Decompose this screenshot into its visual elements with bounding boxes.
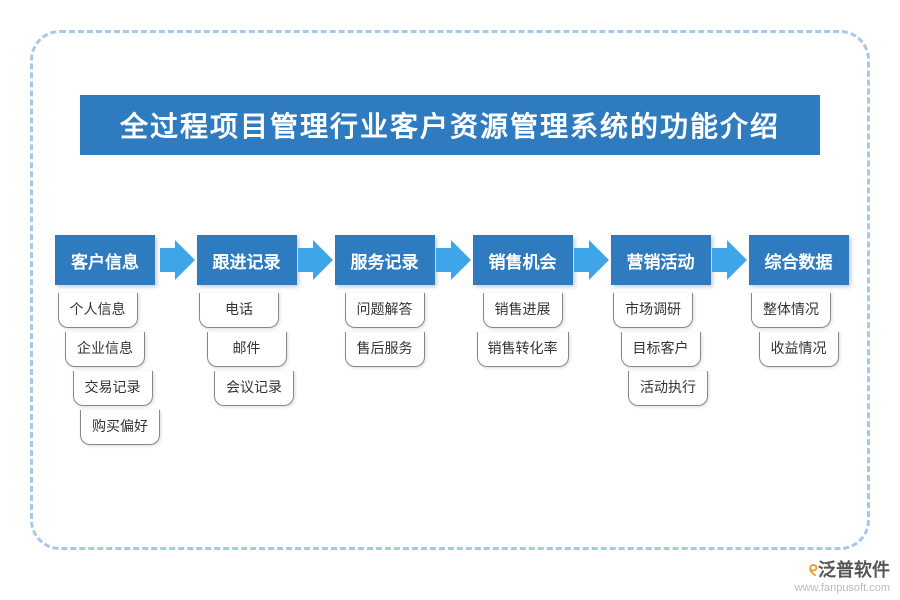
stage-header: 服务记录 <box>335 235 435 285</box>
stage-sub-item: 活动执行 <box>628 371 708 406</box>
stage-sub-item: 售后服务 <box>345 332 425 367</box>
stage: 客户信息个人信息企业信息交易记录购买偏好 <box>50 235 160 449</box>
watermark-brand: ୧泛普软件 <box>795 556 890 582</box>
stage-sub-item: 销售进展 <box>483 293 563 328</box>
stage-header: 综合数据 <box>749 235 849 285</box>
stage-sub-item: 交易记录 <box>73 371 153 406</box>
stage-sub-item: 个人信息 <box>58 293 138 328</box>
stage-header: 客户信息 <box>55 235 155 285</box>
watermark: ୧泛普软件 www.fanpusoft.com <box>795 556 890 594</box>
watermark-logo-glyph: ୧ <box>809 560 818 580</box>
flow-arrow-icon <box>436 235 471 285</box>
stage-sub-item: 电话 <box>199 293 279 328</box>
stage: 综合数据整体情况收益情况 <box>747 235 850 371</box>
stage-sub-items: 个人信息企业信息交易记录购买偏好 <box>50 293 160 449</box>
stage-sub-items: 电话邮件会议记录 <box>199 293 294 410</box>
flow-arrow-icon <box>574 235 609 285</box>
stage-header: 跟进记录 <box>197 235 297 285</box>
diagram-title: 全过程项目管理行业客户资源管理系统的功能介绍 <box>80 95 820 155</box>
watermark-brand-text: 泛普软件 <box>818 560 890 580</box>
flow-arrow-icon <box>298 235 333 285</box>
flow-arrow-icon <box>160 235 195 285</box>
stage: 跟进记录电话邮件会议记录 <box>195 235 298 410</box>
flow-row: 客户信息个人信息企业信息交易记录购买偏好 跟进记录电话邮件会议记录 服务记录问题… <box>50 235 850 449</box>
stage-sub-item: 收益情况 <box>759 332 839 367</box>
stage-sub-item: 目标客户 <box>621 332 701 367</box>
watermark-url: www.fanpusoft.com <box>795 582 890 594</box>
stage-header: 销售机会 <box>473 235 573 285</box>
stage: 营销活动市场调研目标客户活动执行 <box>609 235 712 410</box>
flow-arrow-icon <box>712 235 747 285</box>
stage-sub-item: 邮件 <box>207 332 287 367</box>
stage-sub-item: 购买偏好 <box>80 410 160 445</box>
stage-sub-item: 市场调研 <box>613 293 693 328</box>
stage-sub-item: 会议记录 <box>214 371 294 406</box>
stage-sub-item: 企业信息 <box>65 332 145 367</box>
stage-sub-items: 整体情况收益情况 <box>759 293 839 371</box>
stage: 销售机会销售进展销售转化率 <box>471 235 574 371</box>
stage-header: 营销活动 <box>611 235 711 285</box>
stage: 服务记录问题解答售后服务 <box>333 235 436 371</box>
stage-sub-items: 销售进展销售转化率 <box>477 293 569 371</box>
stage-sub-item: 销售转化率 <box>477 332 569 367</box>
stage-sub-items: 市场调研目标客户活动执行 <box>613 293 708 410</box>
stage-sub-items: 问题解答售后服务 <box>345 293 425 371</box>
stage-sub-item: 问题解答 <box>345 293 425 328</box>
stage-sub-item: 整体情况 <box>751 293 831 328</box>
